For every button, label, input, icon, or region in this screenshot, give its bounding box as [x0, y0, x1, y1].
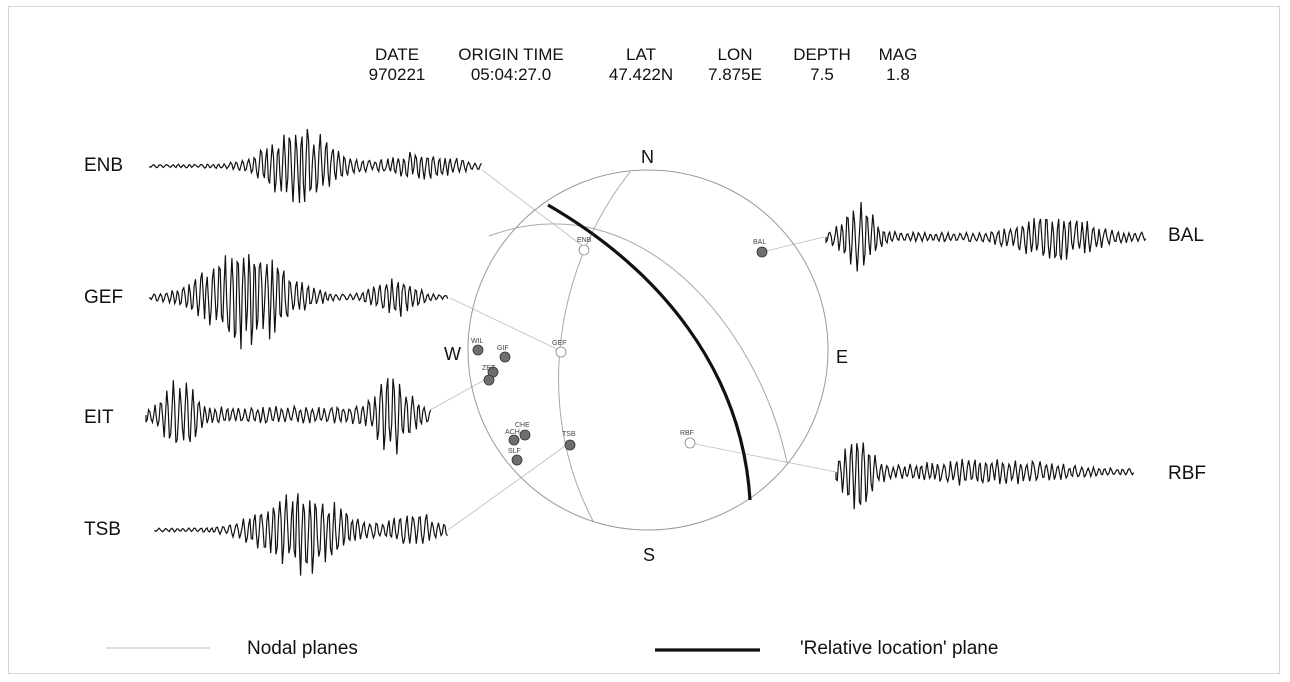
nodal-plane-2	[488, 223, 788, 464]
station-label-rbf: RBF	[1168, 463, 1206, 484]
sphere-label-gef: GEF	[552, 340, 566, 347]
header-lat: LAT 47.422N	[596, 45, 686, 85]
header-value: 7.5	[810, 65, 834, 84]
legend-nodal-label: Nodal planes	[247, 638, 358, 659]
connector-bal	[761, 236, 825, 253]
header-lon: LON 7.875E	[690, 45, 780, 85]
filled-station-marker	[472, 344, 484, 356]
seismogram-tsb	[154, 493, 448, 576]
relative-location-plane	[547, 203, 752, 501]
connector-gef	[449, 297, 562, 352]
seismogram-bal	[825, 201, 1147, 272]
legend-relative-label: 'Relative location' plane	[800, 638, 999, 659]
header-label: DEPTH	[793, 45, 851, 64]
connector-lines	[429, 169, 837, 531]
header-depth: DEPTH 7.5	[782, 45, 862, 85]
filled-station-marker	[519, 429, 531, 441]
station-label-eit: EIT	[84, 407, 114, 428]
filled-station-marker	[511, 454, 523, 466]
connector-rbf	[689, 442, 837, 473]
sphere-label-wil: WIL	[471, 338, 484, 345]
header-label: LAT	[626, 45, 656, 64]
direction-north: N	[641, 147, 654, 167]
header-value: 970221	[368, 65, 426, 84]
sphere-label-rbf: RBF	[680, 430, 694, 437]
focal-sphere-outline	[467, 169, 829, 531]
open-station-marker	[578, 244, 590, 256]
header-value: 05:04:27.0	[470, 65, 552, 84]
header-label: DATE	[374, 45, 420, 64]
header-label: MAG	[878, 45, 918, 64]
seismogram-enb	[149, 128, 482, 204]
filled-station-marker	[508, 434, 520, 446]
connector-enb	[481, 169, 585, 248]
station-label-bal: BAL	[1168, 225, 1204, 246]
open-station-marker	[555, 346, 567, 358]
seismogram-rbf	[835, 442, 1135, 510]
header-value: 1.8	[886, 65, 910, 84]
header-value: 47.422N	[608, 65, 674, 84]
station-label-enb: ENB	[84, 155, 124, 176]
direction-south: S	[643, 545, 656, 565]
nodal-plane-1	[558, 171, 631, 522]
sphere-station-labels: ENB BAL GEF RBF TSB WIL GIF ZET CHE ACH …	[471, 237, 766, 455]
header-label: ORIGIN TIME	[458, 45, 564, 64]
sphere-label-bal: BAL	[753, 239, 766, 246]
sphere-label-zet: ZET	[482, 365, 496, 372]
focal-sphere: ENB BAL GEF RBF TSB WIL GIF ZET CHE ACH …	[467, 169, 829, 531]
sphere-label-slf: SLF	[508, 448, 521, 455]
header-date: DATE 970221	[352, 45, 442, 85]
sphere-label-enb: ENB	[577, 237, 592, 244]
header-origin-time: ORIGIN TIME 05:04:27.0	[446, 45, 576, 85]
seismogram-gef	[149, 254, 449, 350]
header-value: 7.875E	[708, 65, 762, 84]
open-station-marker	[684, 437, 696, 449]
figure-frame	[8, 6, 1280, 674]
header-mag: MAG 1.8	[868, 45, 928, 85]
direction-west: W	[444, 344, 461, 364]
sphere-label-tsb: TSB	[562, 431, 576, 438]
sphere-label-gif: GIF	[497, 345, 509, 352]
connector-tsb	[447, 443, 569, 531]
seismogram-eit	[145, 378, 432, 455]
station-label-tsb: TSB	[84, 519, 121, 540]
filled-station-marker	[564, 439, 576, 451]
sphere-label-ach: ACH	[505, 429, 520, 436]
sphere-label-che: CHE	[515, 422, 530, 429]
connector-eit	[429, 377, 489, 411]
filled-station-marker	[499, 351, 511, 363]
filled-station-marker	[483, 374, 495, 386]
filled-station-marker	[756, 246, 768, 258]
header-label: LON	[717, 45, 753, 64]
seismograms	[145, 128, 1147, 576]
direction-east: E	[836, 347, 849, 367]
station-label-gef: GEF	[84, 287, 124, 308]
station-markers	[472, 244, 768, 466]
